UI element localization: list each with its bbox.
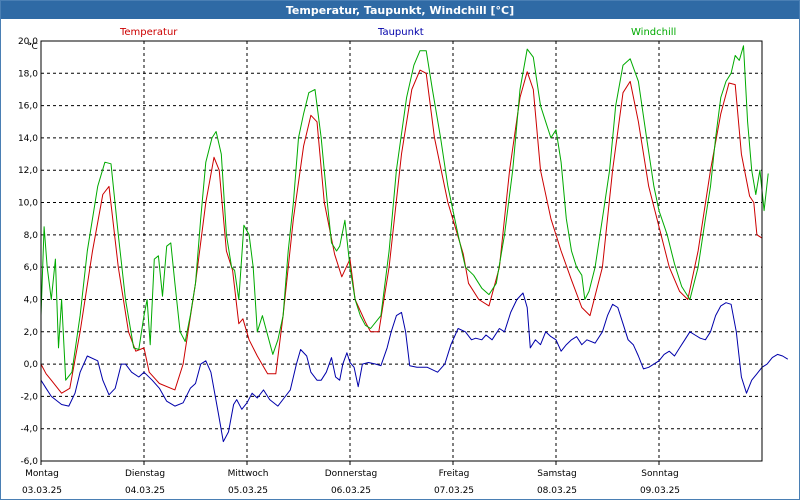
x-tick-date: 09.03.25 <box>640 486 680 496</box>
x-tick-date: 03.03.25 <box>22 486 62 496</box>
y-tick-label: -2,0 <box>20 392 38 402</box>
x-tick-date: 08.03.25 <box>537 486 577 496</box>
x-tick-day: Dienstag <box>125 469 165 479</box>
y-tick-label: -4,0 <box>20 425 38 435</box>
y-tick-label: 0,0 <box>24 360 39 370</box>
y-tick-label: 12,0 <box>18 166 38 176</box>
series-lines <box>40 45 789 443</box>
grid <box>40 40 762 462</box>
x-tick-day: Samstag <box>537 469 576 479</box>
legend-temperatur: Temperatur <box>119 27 178 38</box>
y-tick-label: 8,0 <box>24 231 39 241</box>
y-tick-label: 2,0 <box>24 328 39 338</box>
chart-title: Temperatur, Taupunkt, Windchill [°C] <box>286 4 514 17</box>
y-tick-label: 4,0 <box>24 295 39 305</box>
y-tick-label: 18,0 <box>18 69 38 79</box>
y-tick-label: -6,0 <box>20 457 38 467</box>
legend-taupunkt: Taupunkt <box>377 27 424 38</box>
legend-windchill: Windchill <box>631 27 676 38</box>
plot-border <box>40 40 763 462</box>
unit-label: °C <box>27 42 38 52</box>
x-tick-date: 06.03.25 <box>331 486 371 496</box>
x-tick-day: Mittwoch <box>228 469 269 479</box>
x-tick-day: Donnerstag <box>325 469 378 479</box>
series-line-windchill <box>40 45 769 381</box>
x-tick-day: Montag <box>25 469 59 479</box>
y-axis-ticks: -6,0 -4,0 -2,0 0,0 2,0 4,0 6,0 8,0 10,0 12,0 14,0 1… <box>18 37 38 467</box>
series-line-taupunkt <box>40 292 789 443</box>
series-line-temperatur <box>40 69 763 394</box>
x-tick-date: 04.03.25 <box>125 486 165 496</box>
x-tick-day: Sonntag <box>641 469 678 479</box>
y-tick-label: 6,0 <box>24 263 39 273</box>
y-tick-label: 16,0 <box>18 102 38 112</box>
x-tick-date: 05.03.25 <box>228 486 268 496</box>
title-bar <box>1 1 799 19</box>
x-tick-day: Freitag <box>439 469 470 479</box>
x-axis-ticks: Montag 03.03.25 Dienstag 04.03.25 Mittwoch 05… <box>22 461 680 496</box>
y-tick-label: 20,0 <box>18 37 38 47</box>
x-tick-date: 07.03.25 <box>434 486 474 496</box>
y-tick-label: 14,0 <box>18 134 38 144</box>
y-tick-label: 10,0 <box>18 199 38 209</box>
